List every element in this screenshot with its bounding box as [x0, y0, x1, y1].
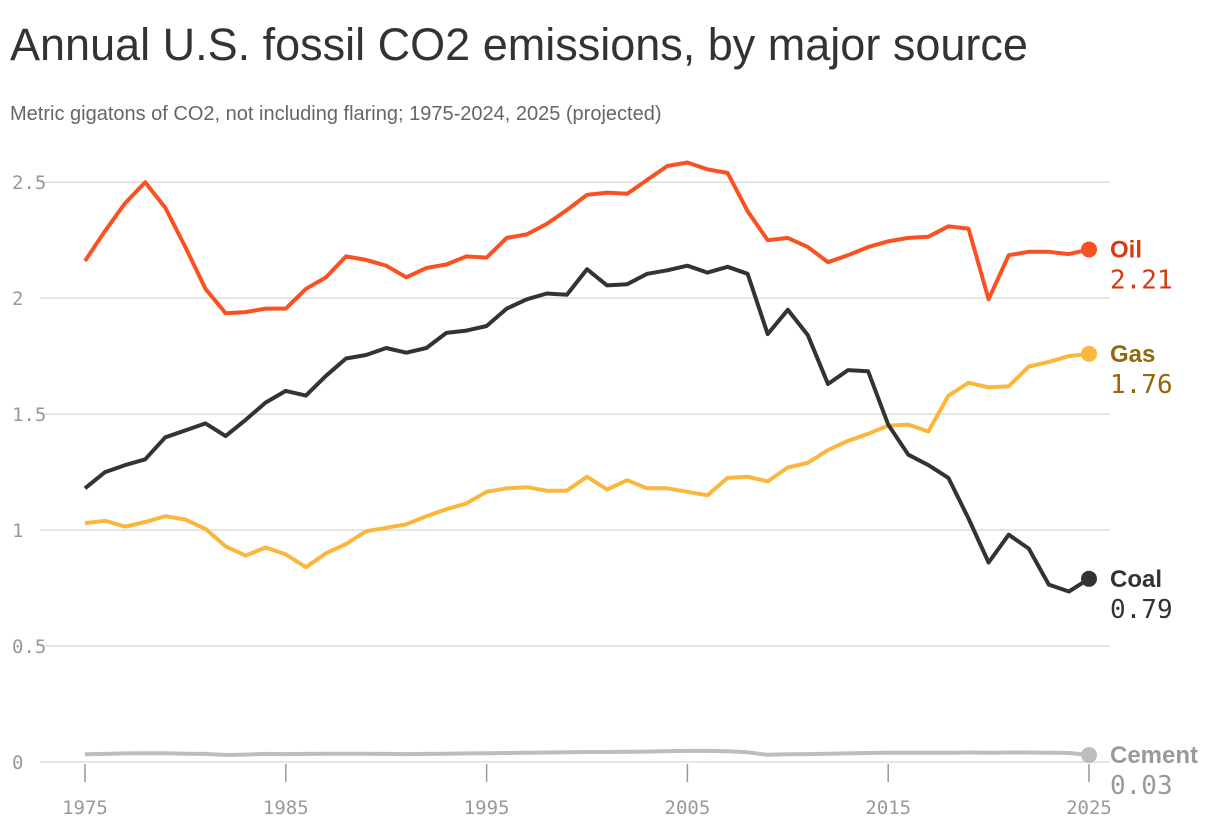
- end-dot: [1081, 345, 1097, 362]
- series-line: [83, 160, 1090, 316]
- y-tick-label: 0: [12, 752, 23, 774]
- series-label: Oil: [1110, 236, 1142, 263]
- x-tick-label: 2005: [665, 797, 711, 819]
- end-dot: [1081, 570, 1097, 587]
- y-tick-label: 2.5: [12, 172, 46, 194]
- series-label: Coal: [1110, 566, 1162, 593]
- x-tick-label: 2015: [865, 797, 911, 819]
- series-value: 2.21: [1110, 265, 1173, 295]
- chart-subtitle: Metric gigatons of CO2, not including fl…: [10, 103, 662, 125]
- series-line: [84, 748, 1090, 757]
- series-value: 0.03: [1110, 771, 1173, 801]
- series-value: 0.79: [1110, 595, 1173, 625]
- y-tick-label: 1.5: [12, 404, 46, 426]
- y-tick-label: 0.5: [12, 636, 46, 658]
- series-line: [84, 351, 1090, 570]
- series-label: Gas: [1110, 341, 1155, 368]
- end-dot: [1081, 747, 1097, 764]
- series-label: Cement: [1110, 742, 1198, 769]
- x-tick-label: 2025: [1066, 797, 1112, 819]
- x-tick-label: 1995: [464, 797, 510, 819]
- x-tick-label: 1975: [62, 797, 108, 819]
- x-tick-label: 1985: [263, 797, 309, 819]
- series-line: [83, 263, 1091, 594]
- y-tick-label: 2: [12, 288, 23, 310]
- series-value: 1.76: [1110, 370, 1173, 400]
- chart-title: Annual U.S. fossil CO2 emissions, by maj…: [10, 19, 1028, 70]
- end-dot: [1081, 241, 1097, 258]
- y-tick-label: 1: [12, 520, 23, 542]
